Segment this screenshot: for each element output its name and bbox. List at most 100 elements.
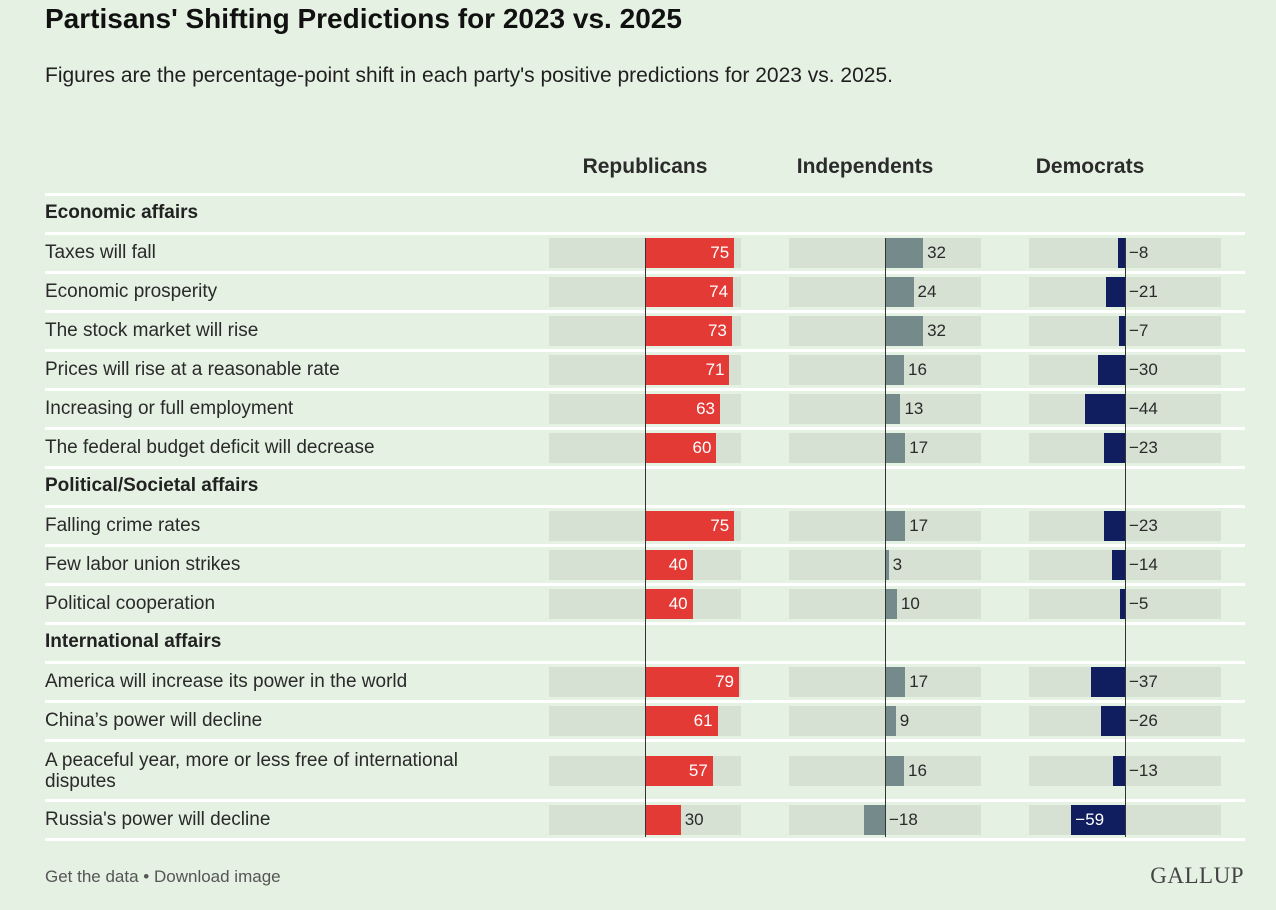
- column-header-republicans: Republicans: [582, 155, 708, 178]
- row-label: A peaceful year, more or less free of in…: [45, 749, 458, 792]
- bar-republicans: [645, 355, 730, 385]
- get-data-link[interactable]: Get the data: [45, 867, 139, 886]
- row-label: America will increase its power in the w…: [45, 671, 408, 692]
- data-label-democrats: −5: [1129, 594, 1149, 613]
- data-label-republicans: 57: [688, 760, 708, 780]
- section-title: Economic affairs: [45, 202, 199, 223]
- row-label: Political cooperation: [45, 593, 216, 614]
- row-label: Few labor union strikes: [45, 554, 241, 575]
- bar-independents: [885, 706, 896, 736]
- data-label-democrats: −21: [1129, 282, 1158, 301]
- bar-democrats: [1113, 755, 1125, 786]
- bar-independents: [885, 394, 901, 424]
- bar-republicans: [645, 550, 693, 580]
- data-label-republicans: 71: [705, 360, 725, 379]
- bar-republicans: [645, 667, 739, 697]
- data-label-republicans: 61: [693, 711, 713, 730]
- data-label-republicans: 40: [668, 594, 688, 613]
- bar-democrats: [1104, 433, 1125, 463]
- data-label-independents: 16: [908, 360, 927, 379]
- data-label-independents: 32: [927, 243, 946, 262]
- data-label-democrats: −8: [1129, 243, 1149, 262]
- row-label: China’s power will decline: [45, 710, 263, 731]
- data-label-democrats: −14: [1129, 555, 1158, 574]
- bar-independents: [885, 355, 905, 385]
- bar-independents: [885, 550, 889, 580]
- bar-republicans: [645, 706, 718, 736]
- bar-independents: [885, 511, 906, 541]
- section-title: International affairs: [45, 631, 222, 652]
- bar-democrats: [1112, 550, 1125, 580]
- row-label: Falling crime rates: [45, 515, 201, 536]
- data-label-republicans: 73: [707, 321, 727, 340]
- data-label-democrats: −44: [1129, 399, 1158, 418]
- row-label: Prices will rise at a reasonable rate: [45, 359, 340, 380]
- data-label-democrats: −59: [1075, 810, 1105, 829]
- bar-republicans: [645, 394, 720, 424]
- bar-independents: [885, 589, 897, 619]
- row-divider: [45, 232, 1245, 235]
- data-label-republicans: 40: [668, 555, 688, 574]
- data-label-independents: −18: [889, 810, 918, 829]
- bar-independents: [885, 755, 905, 786]
- data-label-democrats: −23: [1129, 516, 1158, 535]
- bar-independents: [885, 667, 906, 697]
- column-header-independents: Independents: [796, 155, 934, 178]
- data-label-democrats: −23: [1129, 438, 1158, 457]
- data-label-independents: 16: [908, 760, 927, 780]
- data-label-republicans: 60: [692, 438, 712, 457]
- data-label-independents: 13: [904, 399, 924, 418]
- data-label-independents: 32: [927, 321, 946, 340]
- data-label-democrats: −26: [1129, 711, 1158, 730]
- chart-subtitle: Figures are the percentage-point shift i…: [45, 64, 893, 87]
- data-label-republicans: 75: [710, 243, 730, 262]
- bar-democrats: [1105, 277, 1125, 307]
- bar-independents: [885, 316, 924, 346]
- data-label-independents: 17: [909, 438, 929, 457]
- bar-republicans: [645, 755, 713, 786]
- bar-independents: [885, 277, 914, 307]
- data-label-democrats: −37: [1129, 672, 1158, 691]
- bar-democrats: [1091, 667, 1125, 697]
- bar-republicans: [645, 511, 735, 541]
- download-image-link[interactable]: Download image: [153, 867, 281, 886]
- bar-democrats: [1071, 805, 1125, 835]
- zero-axis-democrats: [1125, 238, 1126, 837]
- row-divider: [45, 193, 1245, 196]
- row-divider: [45, 838, 1245, 841]
- bar-democrats: [1104, 511, 1125, 541]
- data-label-independents: 9: [899, 711, 910, 730]
- bar-independents: [863, 805, 885, 835]
- bar-democrats: [1084, 394, 1125, 424]
- data-label-republicans: 75: [710, 516, 730, 535]
- bar-republicans: [645, 589, 693, 619]
- bar-democrats: [1118, 316, 1125, 346]
- data-label-democrats: −13: [1129, 760, 1158, 780]
- bar-democrats: [1097, 355, 1125, 385]
- bar-independents: [885, 433, 906, 463]
- data-label-democrats: −30: [1129, 360, 1158, 379]
- zero-axis-republicans: [645, 238, 646, 837]
- bar-democrats: [1120, 589, 1125, 619]
- bar-republicans: [645, 277, 734, 307]
- section-title: Political/Societal affairs: [45, 475, 259, 496]
- data-label-republicans: 63: [696, 399, 715, 418]
- zero-axis-independents: [885, 238, 886, 837]
- data-label-republicans: 74: [709, 282, 729, 301]
- gallup-logo: GALLUP: [1150, 863, 1244, 888]
- bar-independents: [885, 238, 924, 268]
- column-header-democrats: Democrats: [1035, 155, 1145, 178]
- bar-republicans: [645, 433, 717, 463]
- data-label-republicans: 30: [684, 810, 704, 829]
- data-label-independents: 10: [900, 594, 920, 613]
- row-label: The federal budget deficit will decrease: [45, 437, 375, 458]
- bar-republicans: [645, 316, 732, 346]
- chart-title: Partisans' Shifting Predictions for 2023…: [45, 3, 682, 34]
- data-label-independents: 17: [909, 516, 929, 535]
- bar-democrats: [1101, 706, 1125, 736]
- row-label: Economic prosperity: [45, 281, 218, 302]
- bar-republicans: [645, 805, 681, 835]
- footer-separator: •: [138, 867, 154, 886]
- bar-democrats: [1117, 238, 1125, 268]
